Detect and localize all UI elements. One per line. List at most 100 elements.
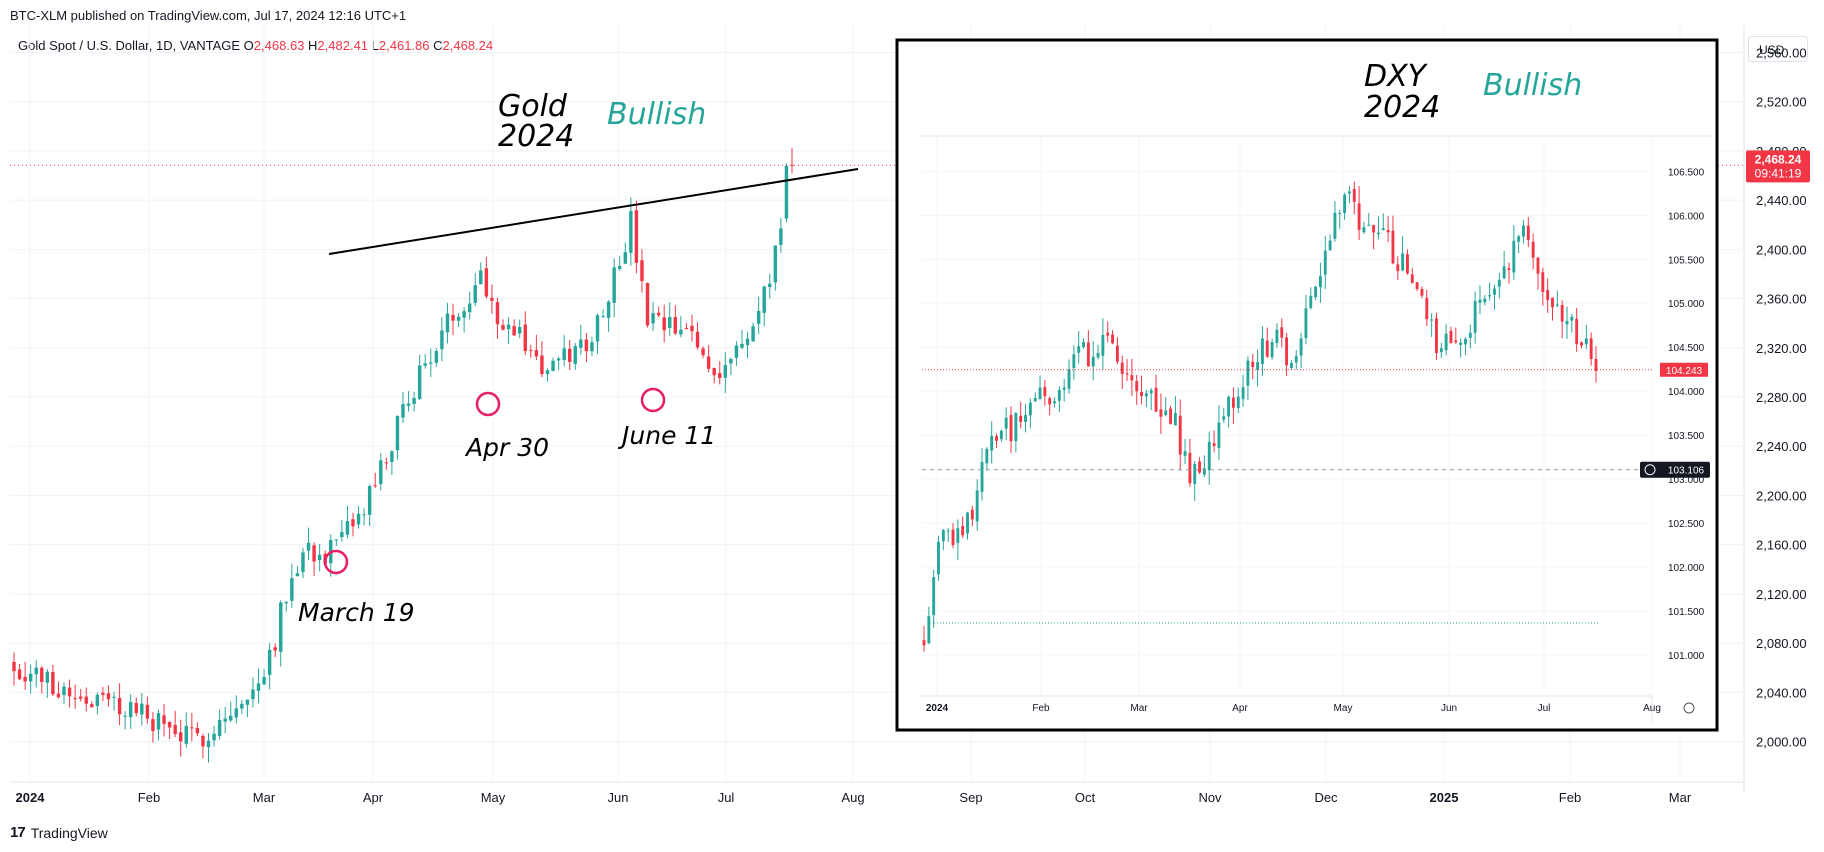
candle-body [1265, 340, 1269, 357]
candle-body [406, 403, 411, 406]
candle-body [745, 338, 750, 346]
candle-body [706, 356, 711, 369]
price-tick-label: 101.500 [1668, 607, 1705, 618]
candle-body [379, 460, 383, 485]
dxy-frame [895, 38, 1719, 732]
time-tick-label: Jul [718, 790, 735, 805]
candle-body [1391, 230, 1395, 264]
candle-body [401, 404, 405, 418]
price-tick-label: 2,280.00 [1756, 390, 1807, 405]
candle-body [679, 329, 683, 335]
candle-body [922, 640, 926, 646]
candle-body [645, 283, 650, 326]
candle-body [1294, 356, 1298, 363]
candle-body [1231, 397, 1235, 408]
candle-body [1357, 203, 1361, 230]
candle-body [1227, 396, 1231, 417]
price-tick-label: 105.500 [1668, 255, 1705, 266]
candle-body [495, 302, 500, 325]
candle-body [445, 313, 450, 333]
gold-title-line1: Gold [498, 89, 568, 124]
candle-body [662, 317, 666, 331]
candle-body [351, 519, 355, 527]
candle-body [17, 669, 22, 680]
price-tick-label: 2,000.00 [1756, 735, 1807, 750]
candle-body [773, 245, 778, 283]
candle-body [529, 349, 533, 351]
price-tick-label: 2,360.00 [1756, 292, 1807, 307]
candle-body [961, 525, 965, 536]
candle-body [229, 715, 233, 721]
candle-body [734, 345, 739, 358]
candle-body [684, 328, 689, 330]
candle-body [1497, 279, 1501, 287]
countdown-label: 09:41:19 [1755, 166, 1802, 180]
price-tick-label: 101.000 [1668, 651, 1705, 662]
candle-body [551, 360, 555, 371]
candle-body [937, 541, 940, 575]
candle-body [970, 509, 974, 520]
candle-body [946, 530, 950, 532]
candle-body [67, 687, 72, 697]
candle-body [668, 317, 672, 328]
date-annotation: March 19 [298, 598, 415, 627]
candle-body [629, 211, 633, 253]
candle-body [117, 697, 122, 715]
candle-body [356, 513, 361, 525]
candle-body [1144, 393, 1148, 397]
open-value: 2,468.63 [253, 38, 305, 53]
candle-body [1304, 308, 1308, 339]
candle-body [601, 316, 605, 318]
dxy-title-line2: 2024 [1364, 90, 1440, 125]
candle-body [156, 713, 161, 730]
candle-body [712, 367, 716, 376]
candle-body [1401, 253, 1405, 271]
candle-body [1454, 340, 1458, 343]
price-tick-label: 103.500 [1668, 431, 1705, 442]
candle-body [1352, 188, 1356, 202]
candle-body [956, 528, 960, 543]
gold-title-line2: 2024 [498, 119, 574, 154]
candle-body [590, 342, 594, 352]
candle-body [362, 514, 366, 516]
candle-body [512, 326, 516, 336]
candle-body [751, 326, 755, 342]
candle-body [1169, 408, 1173, 424]
candle-body [1212, 443, 1216, 446]
time-tick-label: Jul [1538, 703, 1551, 714]
candle-body [941, 529, 945, 542]
candle-body [1386, 229, 1390, 233]
candle-body [234, 708, 238, 718]
candle-body [990, 435, 994, 451]
candle-body [1372, 225, 1376, 233]
candle-body [1396, 264, 1400, 272]
tradingview-logo[interactable]: 17 TradingView [10, 824, 108, 841]
candle-body [1159, 409, 1163, 417]
candle-body [951, 529, 955, 546]
candle-body [673, 317, 678, 334]
candle-body [523, 324, 527, 352]
candle-body [1222, 416, 1226, 420]
high-value: 2,482.41 [317, 38, 369, 53]
candle-body [1009, 415, 1013, 442]
candle-body [240, 703, 244, 709]
time-tick-label: Mar [1669, 790, 1692, 805]
candle-body [1048, 398, 1052, 405]
currency-button[interactable]: USD [1748, 36, 1808, 62]
candle-body [1430, 319, 1434, 321]
time-tick-label: Aug [841, 790, 864, 805]
candle-body [701, 348, 705, 356]
candle-body [1024, 415, 1027, 422]
candle-body [1333, 212, 1337, 239]
settings-gear-icon [1683, 702, 1695, 714]
price-tick-label: 2,440.00 [1756, 193, 1807, 208]
candle-body [1202, 468, 1206, 475]
candle-body [1299, 338, 1303, 356]
candle-body [640, 260, 644, 282]
crosshair-price-label: 103.106 [1668, 466, 1705, 477]
candle-body [112, 696, 116, 698]
candle-body [1381, 228, 1385, 231]
candle-body [1067, 369, 1071, 389]
time-tick-label: Oct [1075, 790, 1096, 805]
